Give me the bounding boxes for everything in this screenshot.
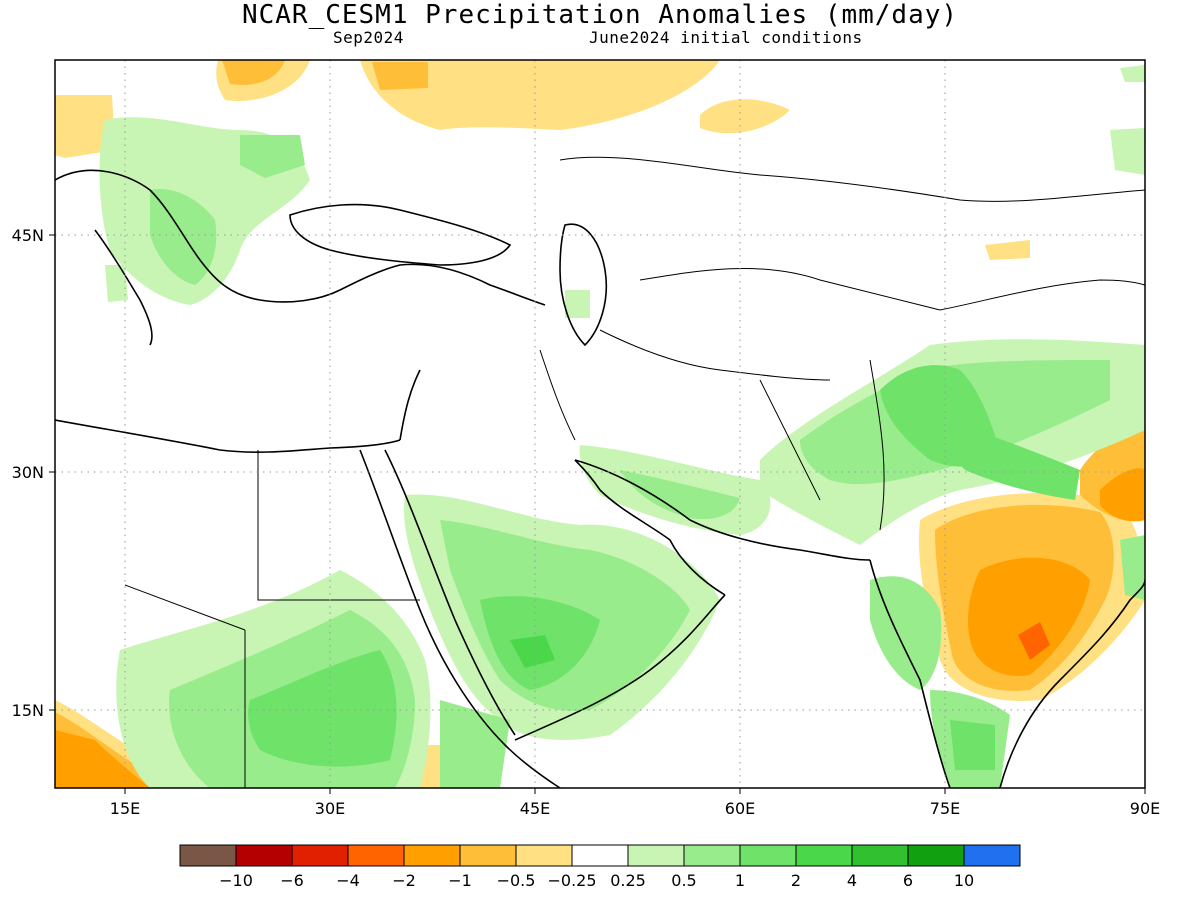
coastline-gulf [574, 459, 726, 596]
colorbar-label: 1 [735, 871, 745, 890]
colorbar-label: 0.5 [671, 871, 696, 890]
lat-tick-label: 45N [12, 226, 44, 245]
border-mongolia [939, 279, 1145, 311]
wet-anomaly-bengal-edge [1120, 535, 1145, 600]
coastline-caspian [559, 223, 608, 347]
border-chad [124, 584, 246, 631]
dry-anomaly-north-core [372, 62, 428, 90]
colorbar-swatch [795, 844, 853, 867]
colorbar-swatch [739, 844, 797, 867]
coastline-iran [574, 459, 871, 561]
wet-anomaly-italy [105, 265, 128, 302]
colorbar-swatch [235, 844, 293, 867]
wet-anomaly-ne-2 [1120, 65, 1145, 82]
border-afghan-pak [759, 379, 821, 501]
colorbar-swatch [291, 844, 349, 867]
colorbar-label: 4 [847, 871, 857, 890]
colorbar-label: 2 [791, 871, 801, 890]
colorbar-label: 10 [954, 871, 974, 890]
init-conditions-label: June2024 initial conditions [589, 28, 863, 47]
graticule [55, 60, 1145, 788]
colorbar-label: −0.5 [497, 871, 536, 890]
colorbar-swatch [459, 844, 517, 867]
dry-anomaly-india-peak [1018, 622, 1050, 660]
wet-anomaly-west-india [870, 576, 942, 690]
colorbar-label: −10 [219, 871, 253, 890]
border-india-pak [869, 359, 885, 531]
coastlines [55, 169, 1145, 788]
dry-anomaly-north [360, 60, 720, 130]
precipitation-anomaly-field [55, 60, 1145, 788]
coastline-horn [504, 744, 561, 788]
border-libya-egypt [257, 450, 420, 601]
colorbar-label: −0.25 [547, 871, 596, 890]
wet-anomaly-south-india-core [950, 720, 995, 770]
wet-anomaly-himalaya [940, 420, 1080, 500]
colorbar-swatch [963, 844, 1021, 867]
colorbar-label: 6 [903, 871, 913, 890]
colorbar-swatch [907, 844, 965, 867]
wet-anomaly-balkans [150, 189, 217, 285]
colorbar-swatch [179, 844, 237, 867]
dry-anomaly-bengal-core [1100, 468, 1145, 522]
coastline-red-sea-west [359, 449, 506, 746]
wet-anomaly-europe [240, 135, 305, 178]
lat-tick-label: 15N [12, 701, 44, 720]
lon-tick-label: 30E [315, 799, 345, 818]
country-borders [124, 156, 1145, 788]
colorbar-label: 0.25 [610, 871, 646, 890]
colorbar-swatch [683, 844, 741, 867]
border-kazakh-south [639, 267, 941, 311]
lon-tick-label: 45E [520, 799, 550, 818]
dry-anomaly-nw-core [222, 60, 285, 85]
colorbar-label: −2 [392, 871, 416, 890]
colorbar-label: −6 [280, 871, 304, 890]
colorbar-swatch [627, 844, 685, 867]
wet-anomaly-ethiopia [440, 700, 510, 788]
lon-tick-label: 90E [1130, 799, 1160, 818]
wet-anomaly-caspian [565, 290, 590, 318]
coastline-india-west [869, 559, 951, 788]
colorbar-swatch [851, 844, 909, 867]
dry-anomaly-kazakh [985, 240, 1030, 260]
colorbar-swatch [347, 844, 405, 867]
coastline-red-sea-east [384, 449, 516, 736]
lat-tick-label: 30N [12, 463, 44, 482]
dry-anomaly-north-east [700, 99, 790, 134]
wet-anomaly-ne [1110, 128, 1145, 175]
colorbar-swatch [403, 844, 461, 867]
colorbar-label: −4 [336, 871, 360, 890]
tick-marks [49, 234, 1146, 794]
valid-month-label: Sep2024 [333, 28, 404, 47]
colorbar-label: −1 [448, 871, 472, 890]
coastline-levant [399, 369, 421, 441]
lon-tick-label: 15E [110, 799, 140, 818]
coastline-europe [55, 169, 546, 306]
wet-anomaly-arabia-peak [510, 635, 555, 668]
coastline-india-east [999, 579, 1145, 788]
border-central-asia [599, 329, 831, 381]
dry-anomaly-west [55, 95, 115, 158]
dry-anomaly-sw-core [55, 730, 150, 788]
lon-tick-label: 75E [930, 799, 960, 818]
map-title: NCAR_CESM1 Precipitation Anomalies (mm/d… [241, 0, 959, 30]
dry-anomaly-india-core [968, 557, 1090, 676]
border-russia-kazakh [559, 156, 1145, 202]
colorbar-swatch [515, 844, 573, 867]
border-iran-iraq [539, 349, 576, 441]
colorbar-swatch [571, 844, 629, 867]
colorbar: −10 −6 −4 −2 −1 −0.5 −0.25 0.25 0.5 1 2 4 6 10 [179, 844, 1021, 890]
coastline-italy [94, 229, 153, 346]
lon-tick-label: 60E [725, 799, 755, 818]
coastline-med-south [55, 419, 401, 453]
coastline-arabia-south [514, 594, 726, 741]
wet-anomaly-gulf-core [620, 470, 740, 520]
map-frame [54, 59, 1146, 789]
wet-anomaly-sahel-core [248, 650, 397, 767]
